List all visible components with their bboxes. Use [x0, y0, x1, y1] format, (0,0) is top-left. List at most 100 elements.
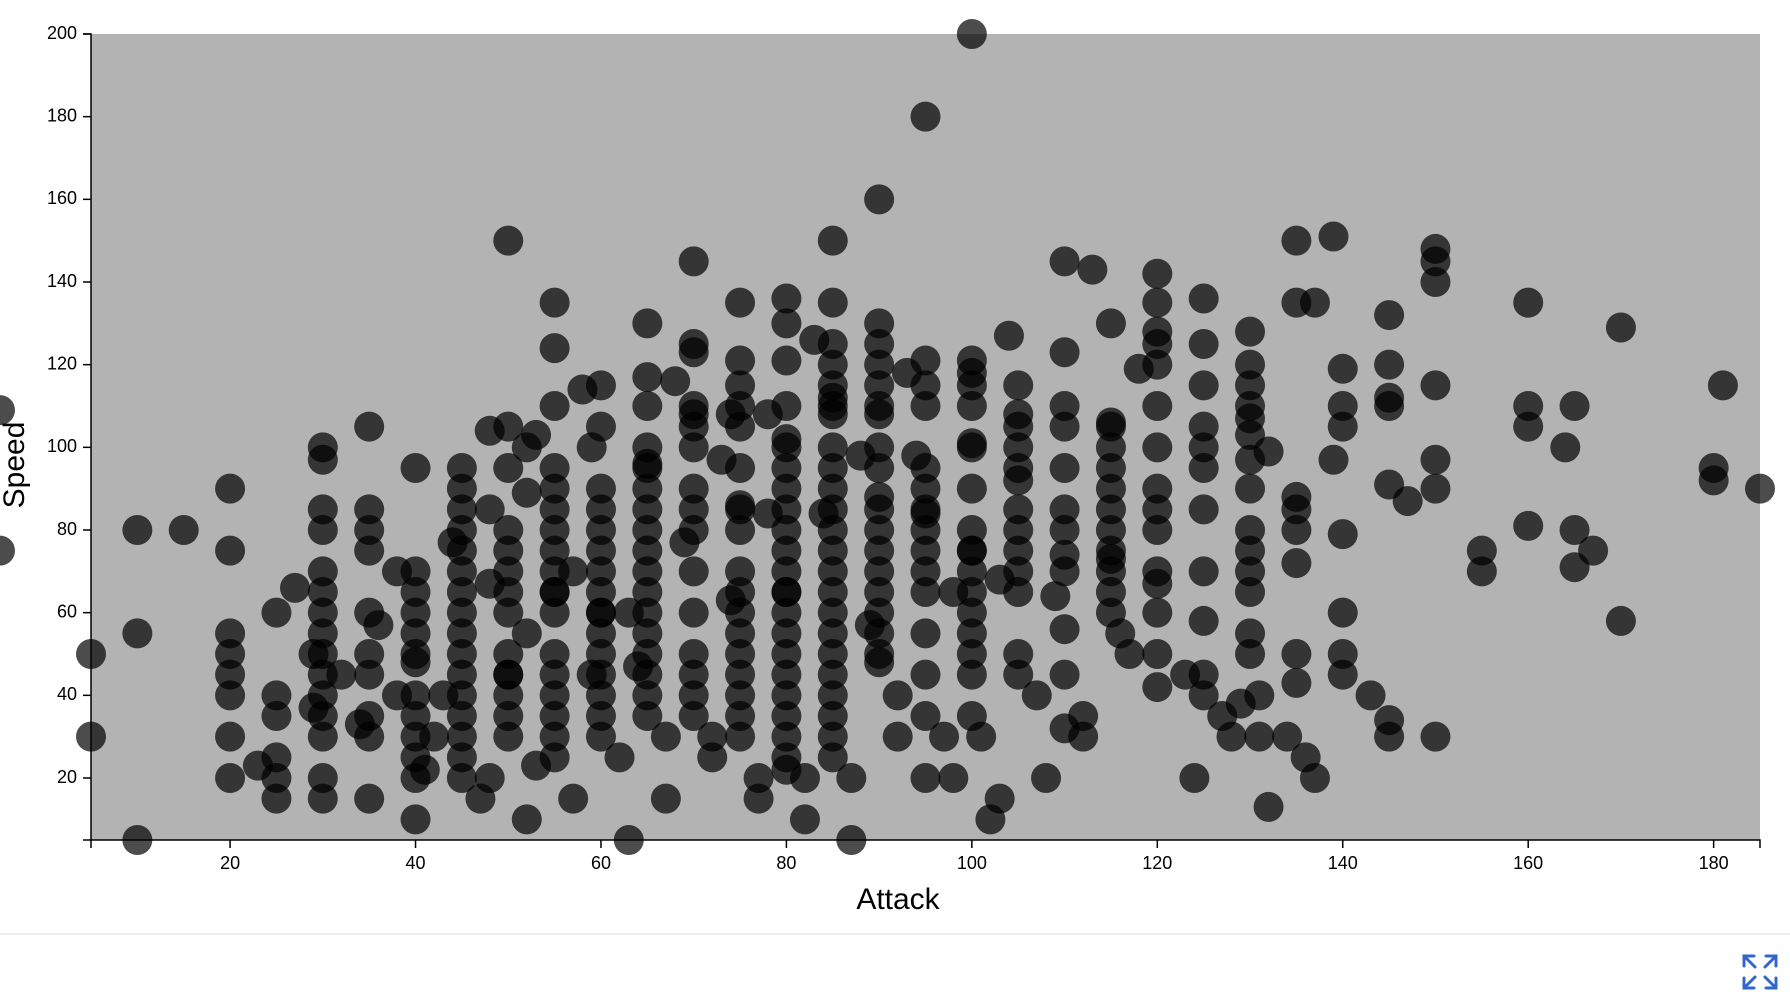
point [585, 597, 616, 628]
point [446, 618, 477, 649]
point [817, 494, 848, 525]
y-tick-label: 140 [47, 271, 77, 291]
point [1299, 287, 1330, 318]
point [446, 535, 477, 566]
y-tick-label: 180 [47, 105, 77, 125]
point [771, 742, 802, 773]
point [910, 618, 941, 649]
point [474, 494, 505, 525]
point [1142, 639, 1173, 669]
point [632, 308, 663, 339]
point [817, 577, 848, 607]
point [1327, 391, 1358, 421]
point [1049, 391, 1080, 421]
point [1188, 494, 1219, 525]
point [678, 515, 709, 545]
point [1374, 705, 1405, 736]
point [493, 659, 524, 690]
point [1095, 308, 1126, 339]
point [0, 535, 15, 566]
point [1068, 701, 1099, 731]
point [1003, 535, 1034, 566]
point [771, 639, 802, 669]
point [956, 535, 987, 566]
point [632, 494, 663, 525]
point [1235, 535, 1266, 566]
point [585, 535, 616, 566]
point [1142, 672, 1173, 703]
point [725, 345, 756, 376]
point [307, 639, 338, 669]
point [1188, 680, 1219, 711]
point [864, 515, 895, 545]
point [363, 610, 394, 641]
point [956, 473, 987, 504]
point [678, 680, 709, 711]
x-tick-label: 100 [957, 853, 987, 873]
point [1003, 411, 1034, 442]
point [585, 618, 616, 649]
y-tick-label: 20 [57, 767, 77, 787]
point [817, 473, 848, 504]
point [956, 515, 987, 545]
expand-icon[interactable] [1763, 975, 1778, 990]
point [1003, 639, 1034, 669]
point [1235, 391, 1266, 421]
point [864, 577, 895, 607]
point [789, 763, 820, 793]
point [929, 721, 960, 752]
point [446, 515, 477, 545]
y-tick-label: 40 [57, 684, 77, 704]
point [910, 370, 941, 401]
point [493, 639, 524, 669]
point [1049, 337, 1080, 368]
point [1550, 432, 1581, 463]
point [882, 680, 913, 711]
expand-button[interactable] [1742, 954, 1778, 990]
point [1578, 535, 1609, 566]
point [910, 101, 941, 132]
point [771, 577, 802, 607]
expand-icon[interactable] [1742, 975, 1757, 990]
point [307, 444, 338, 475]
point [585, 701, 616, 731]
point [817, 535, 848, 566]
expand-icon[interactable] [1742, 954, 1757, 969]
point [1235, 316, 1266, 347]
point [632, 701, 663, 731]
point [1188, 659, 1219, 690]
point [446, 473, 477, 504]
point [678, 556, 709, 587]
point [1327, 353, 1358, 384]
x-tick-label: 20 [220, 853, 240, 873]
point [1095, 411, 1126, 442]
point [493, 597, 524, 628]
point [215, 639, 246, 669]
point [76, 639, 106, 669]
point [1095, 432, 1126, 463]
point [1745, 473, 1775, 504]
point [1420, 721, 1451, 752]
point [474, 763, 505, 793]
point [1049, 246, 1080, 277]
expand-icon[interactable] [1763, 954, 1778, 969]
point [771, 494, 802, 525]
point [678, 473, 709, 504]
point [1420, 473, 1451, 504]
point [1179, 763, 1210, 793]
point [1281, 667, 1312, 698]
point [1466, 535, 1497, 566]
point [1003, 515, 1034, 545]
point [354, 535, 385, 566]
point [817, 639, 848, 669]
point [446, 763, 477, 793]
point [966, 721, 997, 752]
point [539, 639, 570, 669]
point [1049, 453, 1080, 483]
point [1327, 639, 1358, 669]
point [678, 494, 709, 525]
point [1235, 639, 1266, 669]
point [864, 370, 895, 401]
point [632, 577, 663, 607]
point [956, 639, 987, 669]
